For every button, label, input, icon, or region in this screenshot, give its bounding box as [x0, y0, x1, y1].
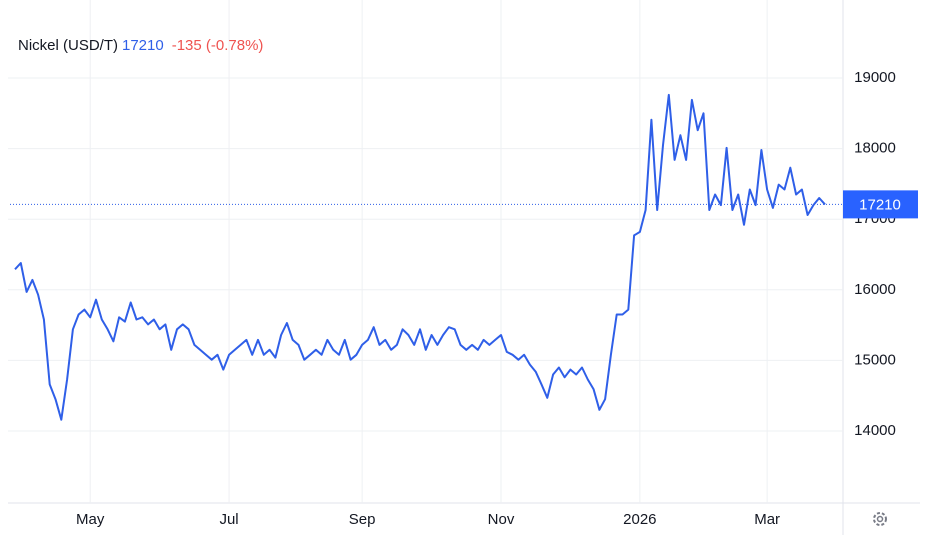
x-tick-label: Jul — [219, 511, 238, 528]
y-tick-label: 15000 — [854, 351, 896, 368]
x-tick-label: 2026 — [623, 511, 656, 528]
last-price-box — [843, 190, 918, 219]
x-tick-label: Mar — [754, 511, 780, 528]
y-tick-label: 16000 — [854, 281, 896, 298]
y-tick-label: 19000 — [854, 69, 896, 86]
plot — [10, 93, 843, 421]
chart-title: Nickel (USD/T) — [18, 37, 118, 54]
x-tick-label: May — [76, 511, 105, 528]
settings-icon[interactable] — [873, 512, 887, 526]
grid — [8, 0, 843, 503]
last-price-label: 17210 — [859, 196, 901, 213]
x-tick-label: Nov — [488, 511, 515, 528]
y-tick-label: 18000 — [854, 140, 896, 157]
x-tick-label: Sep — [349, 511, 376, 528]
header-change: -135 (-0.78%) — [172, 37, 264, 54]
price-line — [14, 93, 826, 421]
y-tick-label: 14000 — [854, 422, 896, 439]
header-price: 17210 — [122, 37, 164, 54]
